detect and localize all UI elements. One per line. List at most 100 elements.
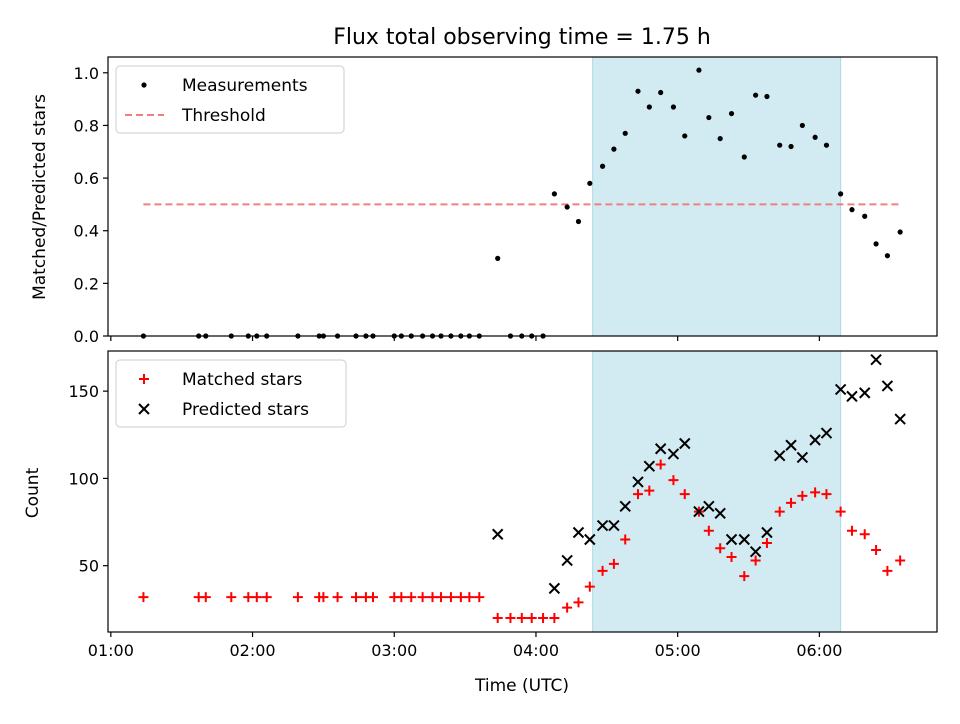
bottom-predicted-marker bbox=[846, 390, 858, 403]
bottom-matched-marker bbox=[492, 613, 503, 624]
bottom-legend: Matched stars Predicted stars bbox=[115, 359, 347, 428]
bottom-predicted-marker bbox=[714, 507, 726, 520]
bottom-matched-marker bbox=[445, 592, 456, 603]
bottom-matched-marker bbox=[810, 487, 821, 498]
bottom-matched-marker bbox=[620, 534, 631, 545]
bottom-matched-marker bbox=[679, 489, 690, 500]
top-legend-label: Measurements bbox=[182, 76, 308, 96]
bottom-matched-marker bbox=[243, 592, 254, 603]
bottom-predicted-marker bbox=[725, 533, 738, 546]
bottom-matched-marker bbox=[668, 475, 679, 486]
bottom-predicted-marker bbox=[738, 533, 750, 546]
bottom-matched-marker bbox=[396, 592, 407, 603]
bottom-predicted-marker bbox=[796, 451, 809, 464]
top-y-tick-label: 0.0 bbox=[74, 327, 99, 346]
top-point bbox=[777, 142, 783, 148]
top-point bbox=[812, 134, 818, 140]
bottom-matched-marker bbox=[332, 592, 343, 603]
top-point bbox=[717, 135, 723, 142]
bottom-series-0 bbox=[138, 459, 906, 624]
top-point bbox=[564, 204, 570, 210]
bottom-legend-label: Predicted stars bbox=[182, 400, 309, 420]
top-y-tick-label: 0.8 bbox=[74, 116, 99, 135]
bottom-matched-marker bbox=[200, 592, 211, 603]
top-point bbox=[897, 229, 903, 235]
top-shaded-region bbox=[592, 56, 842, 337]
bottom-matched-marker bbox=[761, 537, 772, 548]
bottom-matched-marker bbox=[292, 592, 303, 603]
bottom-x-tick-label: 04:00 bbox=[513, 641, 559, 660]
bottom-predicted-marker bbox=[632, 476, 644, 488]
bottom-predicted-marker bbox=[834, 383, 847, 396]
bottom-x-tick-label: 01:00 bbox=[88, 641, 134, 660]
top-axes-frame bbox=[107, 56, 938, 337]
bottom-matched-marker bbox=[584, 581, 595, 592]
bottom-matched-marker bbox=[526, 613, 537, 624]
bottom-axes-frame bbox=[107, 350, 938, 633]
bottom-matched-marker bbox=[318, 592, 329, 603]
top-point bbox=[862, 213, 868, 219]
bottom-predicted-marker bbox=[584, 533, 596, 546]
bottom-matched-marker bbox=[882, 565, 893, 576]
bottom-matched-marker bbox=[608, 558, 619, 569]
chart-title: Flux total observing time = 1.75 h bbox=[333, 25, 711, 50]
bottom-predicted-marker bbox=[894, 413, 906, 425]
bottom-matched-marker bbox=[226, 592, 237, 603]
top-point bbox=[682, 133, 688, 139]
bottom-x-tick-label: 03:00 bbox=[371, 641, 417, 660]
bottom-matched-marker bbox=[774, 506, 785, 517]
top-legend-label: Threshold bbox=[181, 106, 266, 126]
bottom-predicted-marker bbox=[870, 354, 882, 366]
bottom-matched-marker bbox=[797, 490, 808, 501]
top-point bbox=[575, 218, 582, 225]
top-panel: 0.0 0.2 0.4 0.6 0.8 1.0 Measurements Threshold bbox=[74, 56, 938, 346]
bottom-matched-marker bbox=[895, 555, 906, 566]
bottom-x-axis-label: Time (UTC) bbox=[474, 676, 569, 696]
bottom-matched-marker bbox=[846, 525, 857, 536]
bottom-matched-marker bbox=[597, 565, 608, 576]
top-point bbox=[873, 241, 879, 247]
top-y-tick-label: 0.4 bbox=[74, 222, 99, 241]
bottom-matched-marker bbox=[549, 613, 560, 624]
bottom-matched-marker bbox=[703, 525, 714, 536]
top-point bbox=[849, 207, 855, 213]
top-point bbox=[646, 104, 652, 110]
bottom-x-tick-label: 05:00 bbox=[655, 641, 701, 660]
bottom-matched-marker bbox=[350, 592, 361, 603]
bottom-matched-marker bbox=[505, 613, 516, 624]
bottom-predicted-marker bbox=[667, 448, 680, 460]
bottom-predicted-marker bbox=[679, 437, 691, 450]
bottom-matched-marker bbox=[715, 543, 726, 554]
bottom-matched-marker bbox=[538, 613, 549, 624]
top-point bbox=[741, 154, 747, 160]
bottom-matched-marker bbox=[516, 613, 527, 624]
bottom-matched-marker bbox=[417, 592, 428, 603]
top-point bbox=[495, 255, 501, 261]
top-y-axis-label: Matched/Predicted stars bbox=[30, 94, 50, 300]
top-point bbox=[599, 163, 606, 169]
bottom-predicted-marker bbox=[572, 526, 585, 539]
bottom-matched-marker bbox=[632, 489, 643, 500]
bottom-x-tick-label: 02:00 bbox=[229, 641, 275, 660]
top-point bbox=[658, 89, 664, 96]
top-point bbox=[611, 146, 617, 152]
bottom-matched-marker bbox=[464, 592, 475, 603]
top-y-tick-label: 1.0 bbox=[74, 64, 99, 83]
bottom-legend-box bbox=[115, 359, 347, 428]
bottom-matched-marker bbox=[455, 592, 466, 603]
bottom-matched-marker bbox=[644, 485, 655, 496]
bottom-predicted-marker bbox=[820, 427, 833, 439]
top-point bbox=[884, 253, 891, 259]
top-legend-dot-marker bbox=[141, 82, 147, 88]
top-point bbox=[696, 67, 702, 73]
top-point bbox=[764, 93, 770, 100]
top-point bbox=[635, 88, 641, 94]
bottom-predicted-marker bbox=[773, 450, 786, 462]
bottom-predicted-marker bbox=[561, 554, 573, 567]
bottom-panel: 01:00 02:00 03:00 04:00 05:00 06:00 50 100 150 Ma… bbox=[68, 350, 938, 660]
bottom-matched-marker bbox=[750, 555, 761, 566]
bottom-predicted-marker bbox=[693, 505, 705, 518]
top-y-tick-label: 0.2 bbox=[74, 274, 99, 293]
bottom-matched-marker bbox=[871, 544, 882, 555]
bottom-matched-marker bbox=[859, 529, 870, 540]
